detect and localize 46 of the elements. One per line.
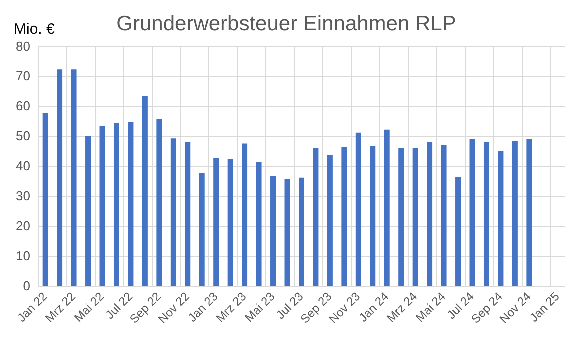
bar — [57, 70, 63, 286]
y-tick-label: 60 — [16, 98, 30, 114]
bar — [456, 176, 462, 286]
bar — [242, 144, 248, 286]
y-tick-label: 50 — [16, 128, 30, 144]
bar — [42, 113, 48, 286]
chart-title: Grunderwerbsteuer Einnahmen RLP — [116, 12, 456, 36]
bar — [114, 123, 120, 286]
bar — [412, 148, 418, 286]
bar — [327, 155, 333, 286]
y-tick-label: 40 — [16, 158, 30, 174]
bar — [342, 147, 348, 286]
bar — [71, 70, 77, 286]
bar — [284, 179, 290, 286]
bar — [470, 139, 476, 286]
bar — [356, 132, 362, 286]
bar — [398, 148, 404, 286]
bar — [170, 138, 176, 286]
bar — [484, 142, 490, 286]
bar — [384, 130, 390, 286]
bar — [526, 139, 532, 286]
bar — [370, 146, 376, 286]
bar — [86, 136, 92, 286]
y-tick-label: 10 — [16, 248, 30, 264]
bar — [512, 141, 518, 286]
bar — [199, 173, 205, 286]
y-tick-label: 70 — [16, 68, 30, 84]
bar — [100, 126, 106, 286]
bar — [441, 145, 447, 286]
bar — [498, 151, 504, 286]
bar — [128, 122, 134, 286]
bar — [228, 158, 234, 286]
y-tick-label: 0 — [23, 278, 30, 294]
y-tick-label: 80 — [16, 38, 30, 54]
bar — [214, 158, 220, 286]
y-axis-title: Mio. € — [14, 21, 56, 38]
bar — [256, 162, 262, 286]
bar — [185, 142, 191, 286]
bar — [313, 148, 319, 286]
bar — [142, 96, 148, 286]
bar — [156, 119, 162, 286]
bar — [270, 176, 276, 286]
bar — [298, 178, 304, 286]
y-tick-label: 20 — [16, 218, 30, 234]
y-tick-label: 30 — [16, 188, 30, 204]
bar — [427, 142, 433, 286]
